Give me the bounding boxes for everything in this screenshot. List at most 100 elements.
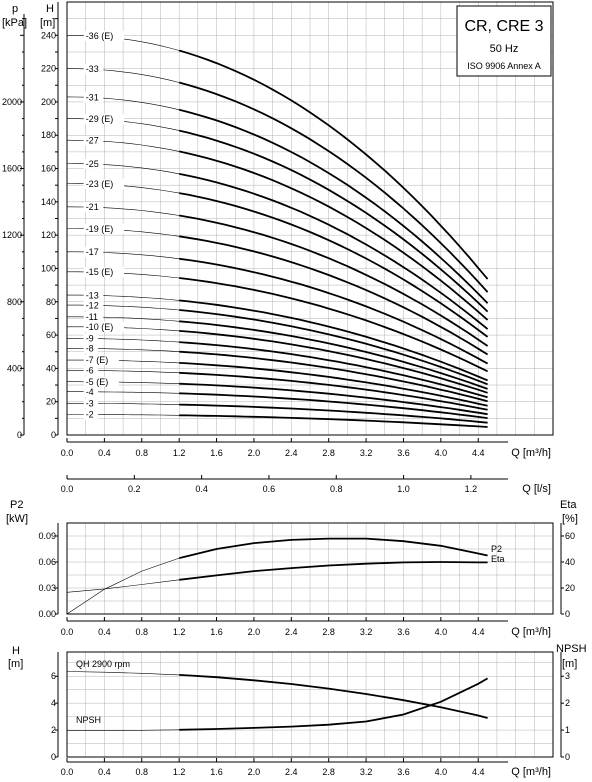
series-eta	[178, 537, 488, 559]
tick-label-flow-npsh: 1.2	[173, 767, 186, 777]
curve-label-bg	[83, 290, 104, 301]
tick-label-pressure: 800	[7, 297, 22, 307]
tick-label-flow: 1.6	[210, 448, 223, 458]
tick-label-flow-npsh: 3.6	[397, 767, 410, 777]
axis-unit-eta: [%]	[562, 513, 578, 525]
curve-label: -23 (E)	[86, 179, 114, 189]
curve-label: -3	[86, 398, 94, 408]
curve-label: -33	[86, 64, 99, 74]
tick-label-flow: 2.4	[285, 448, 298, 458]
curve-label-bg	[83, 158, 104, 169]
tick-label-head: 60	[46, 330, 56, 340]
tick-label-npsh: 0	[565, 752, 570, 762]
tick-label-flow-npsh: 4.4	[472, 767, 485, 777]
curve-label-bg	[83, 92, 104, 103]
curve-label: -9	[86, 334, 94, 344]
tick-label-pressure: 1200	[2, 230, 22, 240]
curve-label: -2	[86, 410, 94, 420]
curve-label: -12	[86, 300, 99, 310]
tick-label-flow-ls: 1.0	[397, 484, 410, 494]
tick-label-flow-power: 2.0	[248, 627, 261, 637]
curve--36 (E)	[178, 49, 489, 280]
plot-frame-qh	[66, 1, 554, 436]
tick-label-flow-npsh: 0.4	[98, 767, 111, 777]
curve-label-bg	[83, 30, 125, 41]
curve--9	[179, 341, 488, 399]
tick-label-flow-power: 4.0	[435, 627, 448, 637]
curve-label: -21	[86, 202, 99, 212]
axis-label-flow-npsh: Q [m³/h]	[511, 766, 551, 778]
curve-label: -19 (E)	[86, 224, 114, 234]
tick-label-p2: 0.03	[38, 583, 56, 593]
curve--8	[179, 350, 488, 403]
axis-unit-p2: [kW]	[6, 513, 28, 525]
tick-label-flow-ls: 1.2	[465, 484, 478, 494]
series-thin-eta	[66, 557, 180, 615]
curve-label: -6	[86, 365, 94, 375]
series-label-p2: P2	[491, 544, 502, 554]
curve-label: -8	[86, 344, 94, 354]
tick-label-flow-ls: 0.2	[128, 484, 141, 494]
axis-unit-head-small: [m]	[8, 658, 23, 670]
tick-label-head: 240	[41, 30, 56, 40]
tick-label-pressure: 400	[7, 363, 22, 373]
curve-label-bg	[83, 333, 99, 344]
axis-label-flow: Q [m³/h]	[511, 447, 551, 459]
axis-symbol-npsh: NPSH	[556, 643, 587, 655]
tick-label-pressure: 1600	[2, 164, 22, 174]
tick-label-p2: 0.06	[38, 557, 56, 567]
tick-label-flow-npsh: 1.6	[210, 767, 223, 777]
tick-label-flow: 0.8	[136, 448, 149, 458]
curve-label-bg	[83, 64, 104, 75]
axis-symbol-head: H	[46, 3, 54, 15]
curve--27	[179, 150, 489, 321]
tick-label-pressure: 0	[17, 430, 22, 440]
curve--25	[179, 173, 489, 330]
plot-frame-npsh	[66, 651, 554, 758]
title-frequency: 50 Hz	[490, 43, 519, 55]
tick-label-head: 200	[41, 97, 56, 107]
curve--6	[179, 371, 488, 411]
curve-label-bg	[83, 409, 99, 420]
tick-label-flow-power: 0.0	[61, 627, 74, 637]
tick-label-head: 40	[46, 363, 56, 373]
series-npsh	[179, 677, 489, 731]
tick-label-flow: 2.8	[322, 448, 335, 458]
curve-label: -11	[86, 312, 98, 322]
tick-label-flow-ls: 0.0	[61, 484, 74, 494]
title-main: CR, CRE 3	[464, 18, 543, 35]
tick-label-flow-npsh: 2.8	[322, 767, 335, 777]
curve--12	[179, 309, 488, 386]
tick-label-flow: 4.0	[435, 448, 448, 458]
tick-label-flow-npsh: 2.4	[285, 767, 298, 777]
tick-label-flow-ls: 0.6	[263, 484, 276, 494]
curve-label: -7 (E)	[86, 355, 109, 365]
tick-label-flow: 0.0	[61, 448, 74, 458]
curve-label-bg	[83, 311, 104, 322]
curve--11	[179, 320, 488, 390]
curve--2	[179, 414, 488, 428]
tick-label-flow: 1.2	[173, 448, 186, 458]
axis-label-flow-ls: Q [l/s]	[522, 483, 551, 495]
curve--5 (E)	[179, 382, 488, 416]
curve-label-bg	[83, 267, 125, 278]
tick-label-flow-power: 0.8	[136, 627, 149, 637]
tick-label-flow-power: 1.2	[173, 627, 186, 637]
curve--29 (E)	[178, 129, 489, 313]
tick-label-head-small: 6	[51, 671, 56, 681]
curve-label-bg	[83, 300, 104, 311]
tick-label-head: 120	[41, 230, 56, 240]
tick-label-head: 20	[46, 397, 56, 407]
curve-label-bg	[83, 178, 125, 189]
tick-label-flow-power: 0.4	[98, 627, 111, 637]
axis-symbol-eta: Eta	[560, 499, 577, 511]
curve--3	[179, 403, 488, 424]
series-qh	[179, 674, 488, 719]
series-thin-p2	[66, 579, 180, 593]
tick-label-flow: 4.4	[472, 448, 485, 458]
tick-label-eta: 0	[565, 609, 570, 619]
tick-label-head: 180	[41, 130, 56, 140]
axis-symbol-pressure: p	[12, 3, 18, 15]
tick-label-head: 160	[41, 164, 56, 174]
